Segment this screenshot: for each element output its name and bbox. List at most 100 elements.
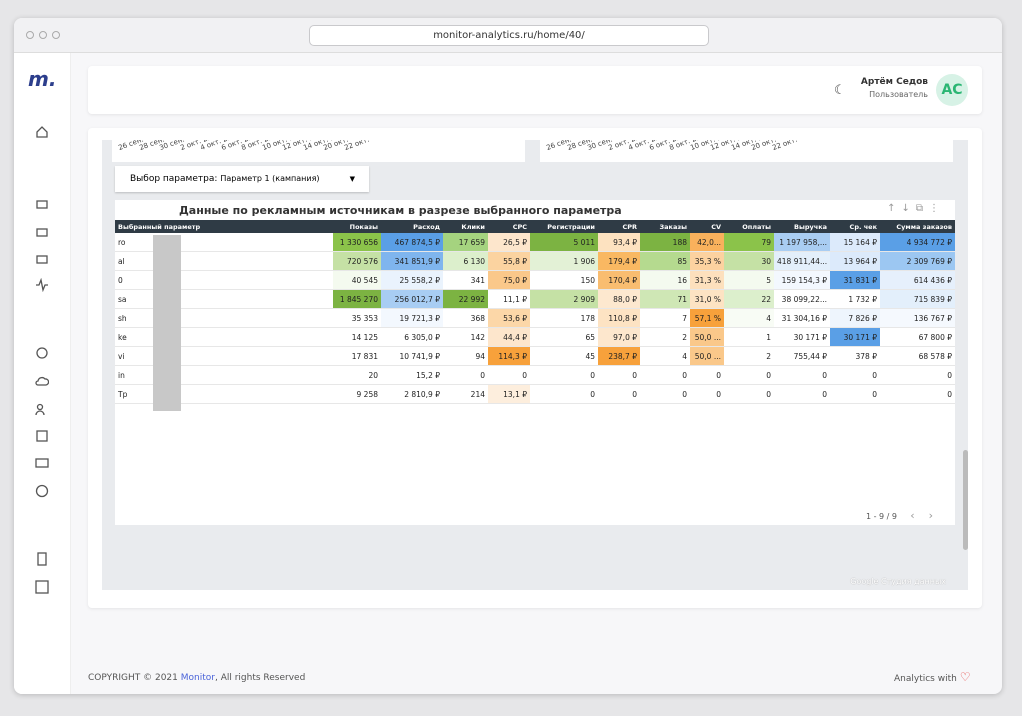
table-cell: 30 [724, 251, 774, 271]
table-cell: 17 831 [333, 346, 381, 366]
pager-arrows[interactable]: ‹› [910, 509, 947, 522]
table-cell: 418 911,44... [774, 251, 830, 271]
lock-icon[interactable] [35, 250, 49, 264]
table-cell: vi [115, 346, 333, 366]
table-tools[interactable]: ↑↓⧉⋮ [887, 203, 945, 214]
table-cell: 35 353 [333, 308, 381, 328]
table-row: Tp 9 258 2 810,9 ₽214 13,1 ₽0 0 0 0 0 0 0 0 [115, 384, 955, 404]
table-cell: 5 [724, 270, 774, 290]
table-cell: 0 [690, 384, 724, 404]
table-cell: 50,0 ... [690, 327, 724, 347]
copyright-text: COPYRIGHT © 2021 [88, 673, 178, 683]
table-cell: 44,4 ₽ [488, 327, 530, 347]
column-header[interactable]: CV [690, 220, 724, 233]
table-cell: 26,5 ₽ [488, 233, 530, 252]
column-header[interactable]: CPC [488, 220, 530, 233]
table-cell: 0 [115, 270, 333, 290]
table-cell: ke [115, 327, 333, 347]
column-header[interactable]: Оплаты [724, 220, 774, 233]
table-cell: 2 309 769 ₽ [880, 251, 955, 271]
table-cell: 19 721,3 ₽ [381, 308, 443, 328]
column-header[interactable]: Выбранный параметр [115, 220, 333, 233]
table-cell: 0 [774, 365, 830, 385]
table-cell: 0 [724, 365, 774, 385]
table-cell: 142 [443, 327, 488, 347]
table-cell: 16 [640, 270, 690, 290]
table-cell: 30 171 ₽ [774, 327, 830, 347]
table-cell: 1 906 [530, 251, 598, 271]
table-cell: 5 011 [530, 233, 598, 252]
help-icon[interactable] [35, 484, 49, 498]
table-cell: ro [115, 233, 333, 252]
column-header[interactable]: Клики [443, 220, 488, 233]
board-icon[interactable] [35, 429, 49, 443]
table-cell: 7 [640, 308, 690, 328]
address-bar[interactable]: monitor-analytics.ru/home/40/ [309, 25, 709, 46]
qr-icon[interactable] [35, 580, 49, 594]
header-row: Выбранный параметр Показы Расход Клики CPC Ре… [115, 220, 955, 233]
table-cell: 15,2 ₽ [381, 365, 443, 385]
table-cell: 9 258 [333, 384, 381, 404]
table-row: 0 40 545 25 558,2 ₽341 75,0 ₽150 170,4 ₽16 31… [115, 270, 955, 290]
table-cell: 71 [640, 289, 690, 309]
table-cell: 35,3 % [690, 251, 724, 271]
table-cell: 22 992 [443, 289, 488, 309]
users-icon[interactable] [35, 402, 49, 416]
table-cell: 136 767 ₽ [880, 308, 955, 328]
table-cell: 0 [690, 365, 724, 385]
table-cell: 88,0 ₽ [598, 289, 640, 309]
user-avatar[interactable]: АС [936, 74, 968, 106]
scrollbar [963, 450, 968, 550]
table-cell: 179,4 ₽ [598, 251, 640, 271]
chart-strip: 26 сен. 28 сен. 30 сен. 2 окт. 2... 4 окт. 2… [112, 140, 525, 162]
column-header[interactable]: Ср. чек [830, 220, 880, 233]
home-icon[interactable] [35, 125, 49, 139]
table-row: sa 1 845 270 256 012,7 ₽22 992 11,1 ₽2 909 8… [115, 289, 955, 309]
monitor-icon[interactable] [35, 457, 49, 471]
data-table: Выбранный параметр Показы Расход Клики CPC Ре… [115, 220, 955, 404]
column-header[interactable]: CPR [598, 220, 640, 233]
theme-toggle[interactable]: ☾ [834, 83, 846, 98]
lock-icon[interactable] [35, 195, 49, 209]
table-row: al 720 576 341 851,9 ₽6 130 55,8 ₽1 906 179,… [115, 251, 955, 271]
lock-icon[interactable] [35, 223, 49, 237]
parameter-selector[interactable]: Выбор параметра: Параметр 1 (кампания) ▼ [115, 166, 369, 192]
column-header[interactable]: Выручка [774, 220, 830, 233]
table-cell: 17 659 [443, 233, 488, 252]
activity-icon[interactable] [35, 278, 49, 292]
column-header[interactable]: Заказы [640, 220, 690, 233]
table-cell: 40 545 [333, 270, 381, 290]
table-cell: 188 [640, 233, 690, 252]
phone-icon[interactable] [35, 552, 49, 566]
browser-toolbar: monitor-analytics.ru/home/40/ [14, 18, 1002, 53]
column-header[interactable]: Расход [381, 220, 443, 233]
table-cell: 0 [880, 384, 955, 404]
table-cell: 150 [530, 270, 598, 290]
table-cell: 50,0 ... [690, 346, 724, 366]
table-cell: 0 [443, 365, 488, 385]
column-header[interactable]: Сумма заказов [880, 220, 955, 233]
cloud-icon[interactable] [35, 374, 49, 388]
table-cell: 45 [530, 346, 598, 366]
table-cell: 4 [640, 346, 690, 366]
settings-icon[interactable] [35, 346, 49, 360]
table-cell: 15 164 ₽ [830, 233, 880, 252]
table-cell: 67 800 ₽ [880, 327, 955, 347]
table-cell: 238,7 ₽ [598, 346, 640, 366]
column-header[interactable]: Показы [333, 220, 381, 233]
table-cell: 6 305,0 ₽ [381, 327, 443, 347]
column-header[interactable]: Регистрации [530, 220, 598, 233]
table-cell: 1 197 958,... [774, 233, 830, 252]
logo[interactable]: m. [28, 67, 57, 91]
table-cell: 0 [640, 365, 690, 385]
table-row: in 20 15,2 ₽0 0 0 0 0 0 0 0 0 0 [115, 365, 955, 385]
table-row: ro 1 330 656 467 874,5 ₽17 659 26,5 ₽5 011 9… [115, 233, 955, 252]
table-cell: 0 [774, 384, 830, 404]
window-controls [26, 31, 60, 39]
table-cell: 256 012,7 ₽ [381, 289, 443, 309]
rights-text: , All rights Reserved [214, 673, 306, 683]
brand-link[interactable]: Monitor [180, 673, 215, 683]
table-cell: 0 [640, 384, 690, 404]
user-name: Артём Седов [860, 77, 928, 87]
pagination: 1 - 9 / 9 [865, 512, 897, 521]
